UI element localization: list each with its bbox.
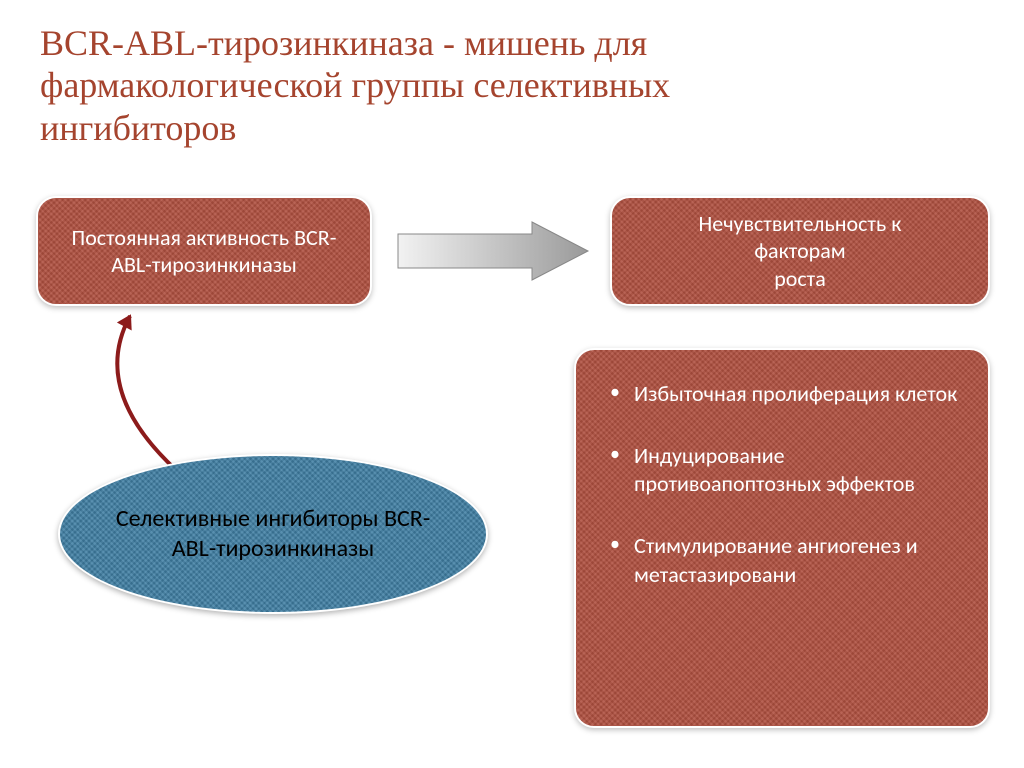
node-selective-inhibitors-label: Селективные ингибиторы BCR-ABL-тирозинки… — [96, 504, 450, 564]
node-constant-activity: Постоянная активность BCR-ABL-тирозинкин… — [36, 196, 372, 306]
slide-title: BCR-ABL-тирозинкиназа - мишень для фарма… — [40, 22, 800, 149]
node-effects-list: Избыточная пролиферация клеток Индуцирова… — [574, 348, 990, 728]
node-insensitivity: Нечувствительность к факторам роста — [610, 196, 990, 306]
node-selective-inhibitors: Селективные ингибиторы BCR-ABL-тирозинки… — [58, 454, 488, 614]
effects-bullet-item: Индуцирование противоапоптозных эффектов — [604, 442, 960, 498]
arrow-activity-to-insensitivity — [398, 222, 588, 280]
node-insensitivity-label: Нечувствительность к факторам роста — [699, 210, 902, 293]
effects-bullet-item: Стимулирование ангиогенез и метастазиров… — [604, 532, 960, 588]
effects-bullets: Избыточная пролиферация клеток Индуцирова… — [604, 380, 960, 589]
effects-bullet-item: Избыточная пролиферация клеток — [604, 380, 960, 408]
node-constant-activity-label: Постоянная активность BCR-ABL-тирозинкин… — [62, 224, 346, 279]
slide: BCR-ABL-тирозинкиназа - мишень для фарма… — [0, 0, 1024, 768]
